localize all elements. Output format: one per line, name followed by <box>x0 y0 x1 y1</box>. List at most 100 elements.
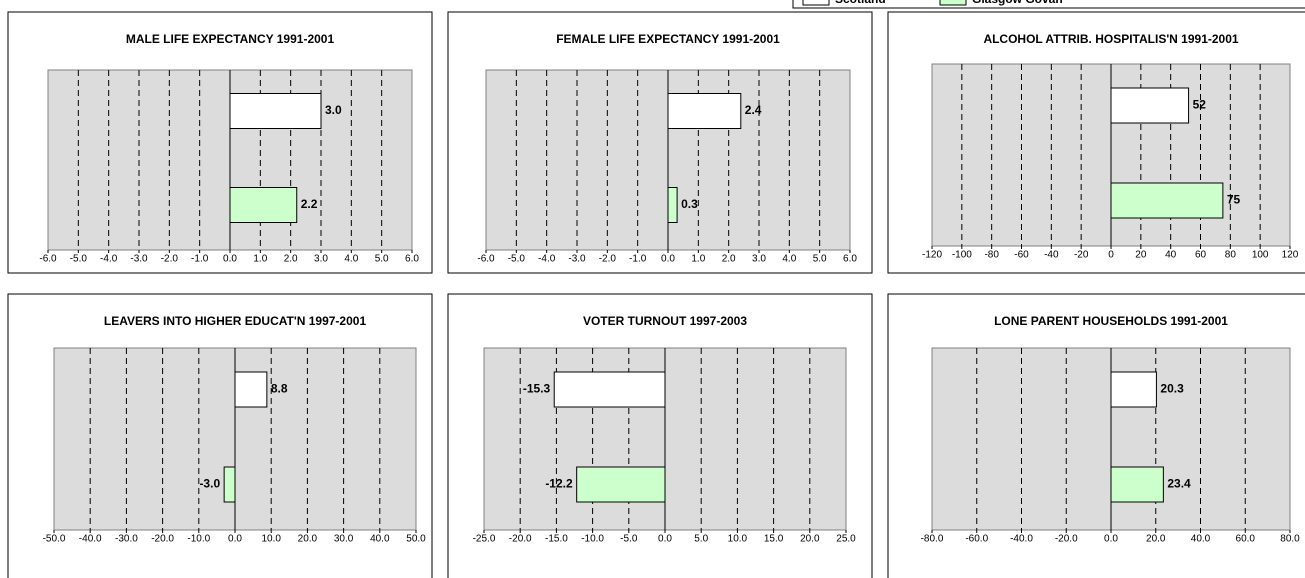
value-label: 2.2 <box>301 197 318 211</box>
x-tick-label: 30.0 <box>334 534 354 545</box>
x-tick-label: 5.0 <box>694 534 708 545</box>
value-label: 52 <box>1193 98 1207 112</box>
value-label: 8.8 <box>271 382 288 396</box>
x-tick-label: 60.0 <box>1236 534 1256 545</box>
x-tick-label: -40.0 <box>1010 534 1033 545</box>
bar <box>576 466 666 503</box>
bar <box>1110 371 1157 408</box>
x-tick-label: -40.0 <box>79 534 102 545</box>
x-tick-label: 5.0 <box>375 254 389 265</box>
x-tick-label: -4.0 <box>100 254 118 265</box>
x-tick-label: 15.0 <box>764 534 784 545</box>
bar <box>553 371 666 408</box>
x-tick-label: 1.0 <box>253 254 267 265</box>
legend-label: Glasgow Govan <box>972 0 1063 6</box>
x-tick-label: -3.0 <box>568 254 586 265</box>
chart-title: MALE LIFE EXPECTANCY 1991-2001 <box>126 32 335 46</box>
x-tick-label: -20.0 <box>509 534 532 545</box>
x-tick-label: 20 <box>1135 250 1147 261</box>
x-tick-label: 10.0 <box>261 534 281 545</box>
x-tick-label: -2.0 <box>599 254 617 265</box>
legend-swatch <box>802 0 830 6</box>
x-tick-label: -120 <box>922 250 942 261</box>
chart-title: VOTER TURNOUT 1997-2003 <box>583 314 747 328</box>
x-tick-label: 6.0 <box>405 254 419 265</box>
x-tick-label: -10.0 <box>581 534 604 545</box>
x-tick-label: 40 <box>1165 250 1177 261</box>
x-tick-label: -20.0 <box>1055 534 1078 545</box>
x-tick-label: -6.0 <box>477 254 495 265</box>
x-tick-label: 2.0 <box>284 254 298 265</box>
x-tick-label: 3.0 <box>314 254 328 265</box>
bar <box>1110 182 1224 219</box>
x-tick-label: -5.0 <box>508 254 526 265</box>
x-tick-label: 120 <box>1282 250 1299 261</box>
x-tick-label: -1.0 <box>629 254 647 265</box>
chart-title: LONE PARENT HOUSEHOLDS 1991-2001 <box>994 314 1228 328</box>
x-tick-label: -100 <box>952 250 972 261</box>
value-label: 0.3 <box>681 197 698 211</box>
x-tick-label: 40.0 <box>370 534 390 545</box>
x-tick-label: 25.0 <box>836 534 856 545</box>
value-label: -12.2 <box>545 477 573 491</box>
value-label: -3.0 <box>199 477 220 491</box>
value-label: 3.0 <box>325 103 342 117</box>
x-tick-label: -5.0 <box>70 254 88 265</box>
x-tick-label: -20 <box>1074 250 1089 261</box>
legend-swatch <box>939 0 967 6</box>
x-tick-label: -50.0 <box>43 534 66 545</box>
x-tick-label: 6.0 <box>843 254 857 265</box>
x-tick-label: 0.0 <box>658 534 672 545</box>
chart-title: LEAVERS INTO HIGHER EDUCAT'N 1997-2001 <box>104 314 367 328</box>
x-tick-label: 0 <box>1108 250 1114 261</box>
x-tick-label: 40.0 <box>1191 534 1211 545</box>
x-tick-label: -5.0 <box>620 534 638 545</box>
value-label: 23.4 <box>1167 477 1191 491</box>
x-tick-label: 50.0 <box>406 534 426 545</box>
x-tick-label: 2.0 <box>722 254 736 265</box>
x-tick-label: -10.0 <box>187 534 210 545</box>
x-tick-label: -60.0 <box>965 534 988 545</box>
x-tick-label: 10.0 <box>728 534 748 545</box>
x-tick-label: 1.0 <box>691 254 705 265</box>
x-tick-label: -6.0 <box>39 254 57 265</box>
bar <box>667 93 742 129</box>
x-tick-label: 20.0 <box>298 534 318 545</box>
bar <box>667 187 678 223</box>
x-tick-label: -3.0 <box>130 254 148 265</box>
bar <box>234 371 268 408</box>
x-tick-label: -2.0 <box>161 254 179 265</box>
legend-box <box>792 0 1305 9</box>
value-label: 20.3 <box>1160 382 1184 396</box>
x-tick-label: -80.0 <box>921 534 944 545</box>
x-tick-label: -15.0 <box>545 534 568 545</box>
x-tick-label: -1.0 <box>191 254 209 265</box>
x-tick-label: -4.0 <box>538 254 556 265</box>
x-tick-label: 4.0 <box>344 254 358 265</box>
x-tick-label: 60 <box>1195 250 1207 261</box>
value-label: 75 <box>1227 193 1241 207</box>
bar <box>223 466 236 503</box>
x-tick-label: 0.0 <box>661 254 675 265</box>
x-tick-label: 80.0 <box>1280 534 1300 545</box>
x-tick-label: -25.0 <box>473 534 496 545</box>
legend-label: Scotland <box>835 0 886 6</box>
value-label: 2.4 <box>745 103 762 117</box>
bar <box>229 93 322 129</box>
x-tick-label: 20.0 <box>1146 534 1166 545</box>
x-tick-label: -30.0 <box>115 534 138 545</box>
value-label: -15.3 <box>523 382 551 396</box>
x-tick-label: 100 <box>1252 250 1269 261</box>
x-tick-label: 80 <box>1225 250 1237 261</box>
bar <box>1110 87 1190 124</box>
x-tick-label: 0.0 <box>223 254 237 265</box>
chart-title: FEMALE LIFE EXPECTANCY 1991-2001 <box>556 32 780 46</box>
x-tick-label: -60 <box>1014 250 1029 261</box>
x-tick-label: -80 <box>984 250 999 261</box>
x-tick-label: -20.0 <box>151 534 174 545</box>
x-tick-label: 20.0 <box>800 534 820 545</box>
x-tick-label: 5.0 <box>813 254 827 265</box>
x-tick-label: 0.0 <box>228 534 242 545</box>
bar <box>1110 466 1164 503</box>
